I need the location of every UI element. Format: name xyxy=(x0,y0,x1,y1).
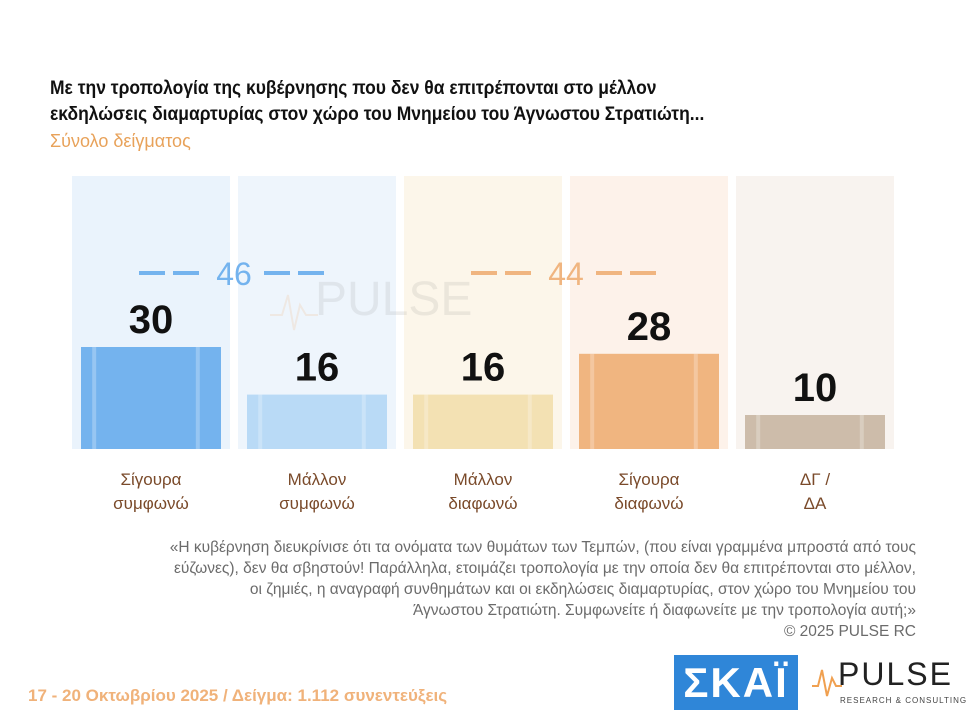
group-total-0: 46 xyxy=(216,256,252,292)
title-line-1: Με την τροπολογία της κυβέρνησης που δεν… xyxy=(50,78,657,99)
value-label-0: 30 xyxy=(129,298,174,342)
title-line-2: εκδηλώσεις διαμαρτυρίας στον χώρο του Μν… xyxy=(50,104,705,125)
bar-1 xyxy=(247,394,387,449)
copyright: © 2025 PULSE RC xyxy=(783,623,916,640)
bar-highlight-2-1 xyxy=(527,394,532,449)
category-label-1-0: Μάλλον xyxy=(288,470,347,489)
bar-highlight-0-0 xyxy=(92,347,97,449)
note-line-2: εύζωνες), δεν θα σβηστούν! Παράλληλα, ετ… xyxy=(173,560,916,577)
category-label-3-0: Σίγουρα xyxy=(618,470,679,489)
bar-4 xyxy=(745,415,885,449)
chart-subtitle: Σύνολο δείγματος xyxy=(50,131,191,151)
chart-title: Με την τροπολογία της κυβέρνησης που δεν… xyxy=(50,76,841,128)
bar-2 xyxy=(413,394,553,449)
bar-highlight-1-1 xyxy=(361,394,366,449)
value-label-1: 16 xyxy=(295,346,340,390)
value-label-3: 28 xyxy=(627,305,672,349)
category-label-3-1: διαφωνώ xyxy=(614,494,683,513)
note-line-3: οι ζημιές, η αναγραφή συνθημάτων και οι … xyxy=(249,581,916,598)
category-label-2-0: Μάλλον xyxy=(454,470,513,489)
bar-3 xyxy=(579,353,719,449)
category-label-4-0: ΔΓ / xyxy=(800,470,830,489)
bar-chart: 30 Σίγουρα συμφωνώ 16 Μάλλον συμφωνώ 16 Μάλλον δ… xyxy=(72,176,894,513)
category-label-2-1: διαφωνώ xyxy=(448,494,517,513)
question-note: «Η κυβέρνηση διευκρίνισε ότι τα ονόματα … xyxy=(100,537,916,642)
note-line-4: Άγνωστου Στρατιώτη. Συμφωνείτε ή διαφωνε… xyxy=(412,602,916,619)
bar-highlight-3-1 xyxy=(693,353,698,449)
value-label-4: 10 xyxy=(793,366,838,410)
note-line-1: «Η κυβέρνηση διευκρίνισε ότι τα ονόματα … xyxy=(169,539,916,556)
survey-date-sample: 17 - 20 Οκτωβρίου 2025 / Δείγμα: 1.112 σ… xyxy=(28,686,448,705)
bar-highlight-3-0 xyxy=(590,353,595,449)
bar-highlight-2-0 xyxy=(424,394,429,449)
category-label-4-1: ΔΑ xyxy=(804,494,827,513)
category-label-0-0: Σίγουρα xyxy=(120,470,181,489)
category-label-1-1: συμφωνώ xyxy=(279,494,355,513)
skai-logo: ΣΚΑΪ xyxy=(674,655,798,710)
bar-highlight-4-1 xyxy=(859,415,864,449)
pulse-wave-icon xyxy=(812,669,842,697)
pulse-logo-word: PULSE xyxy=(838,656,953,692)
group-total-1: 44 xyxy=(548,256,584,292)
pulse-logo-tag: RESEARCH & CONSULTING xyxy=(840,696,966,705)
bar-panel-4 xyxy=(736,176,894,449)
bar-highlight-1-0 xyxy=(258,394,263,449)
value-label-2: 16 xyxy=(461,346,506,390)
category-label-0-1: συμφωνώ xyxy=(113,494,189,513)
pulse-logo: PULSE RESEARCH & CONSULTING xyxy=(812,656,966,712)
bar-highlight-4-0 xyxy=(756,415,761,449)
bar-highlight-0-1 xyxy=(195,347,200,449)
bar-0 xyxy=(81,347,221,449)
pulse-watermark-logo: PULSE xyxy=(270,273,472,331)
watermark-word: PULSE xyxy=(315,273,472,326)
